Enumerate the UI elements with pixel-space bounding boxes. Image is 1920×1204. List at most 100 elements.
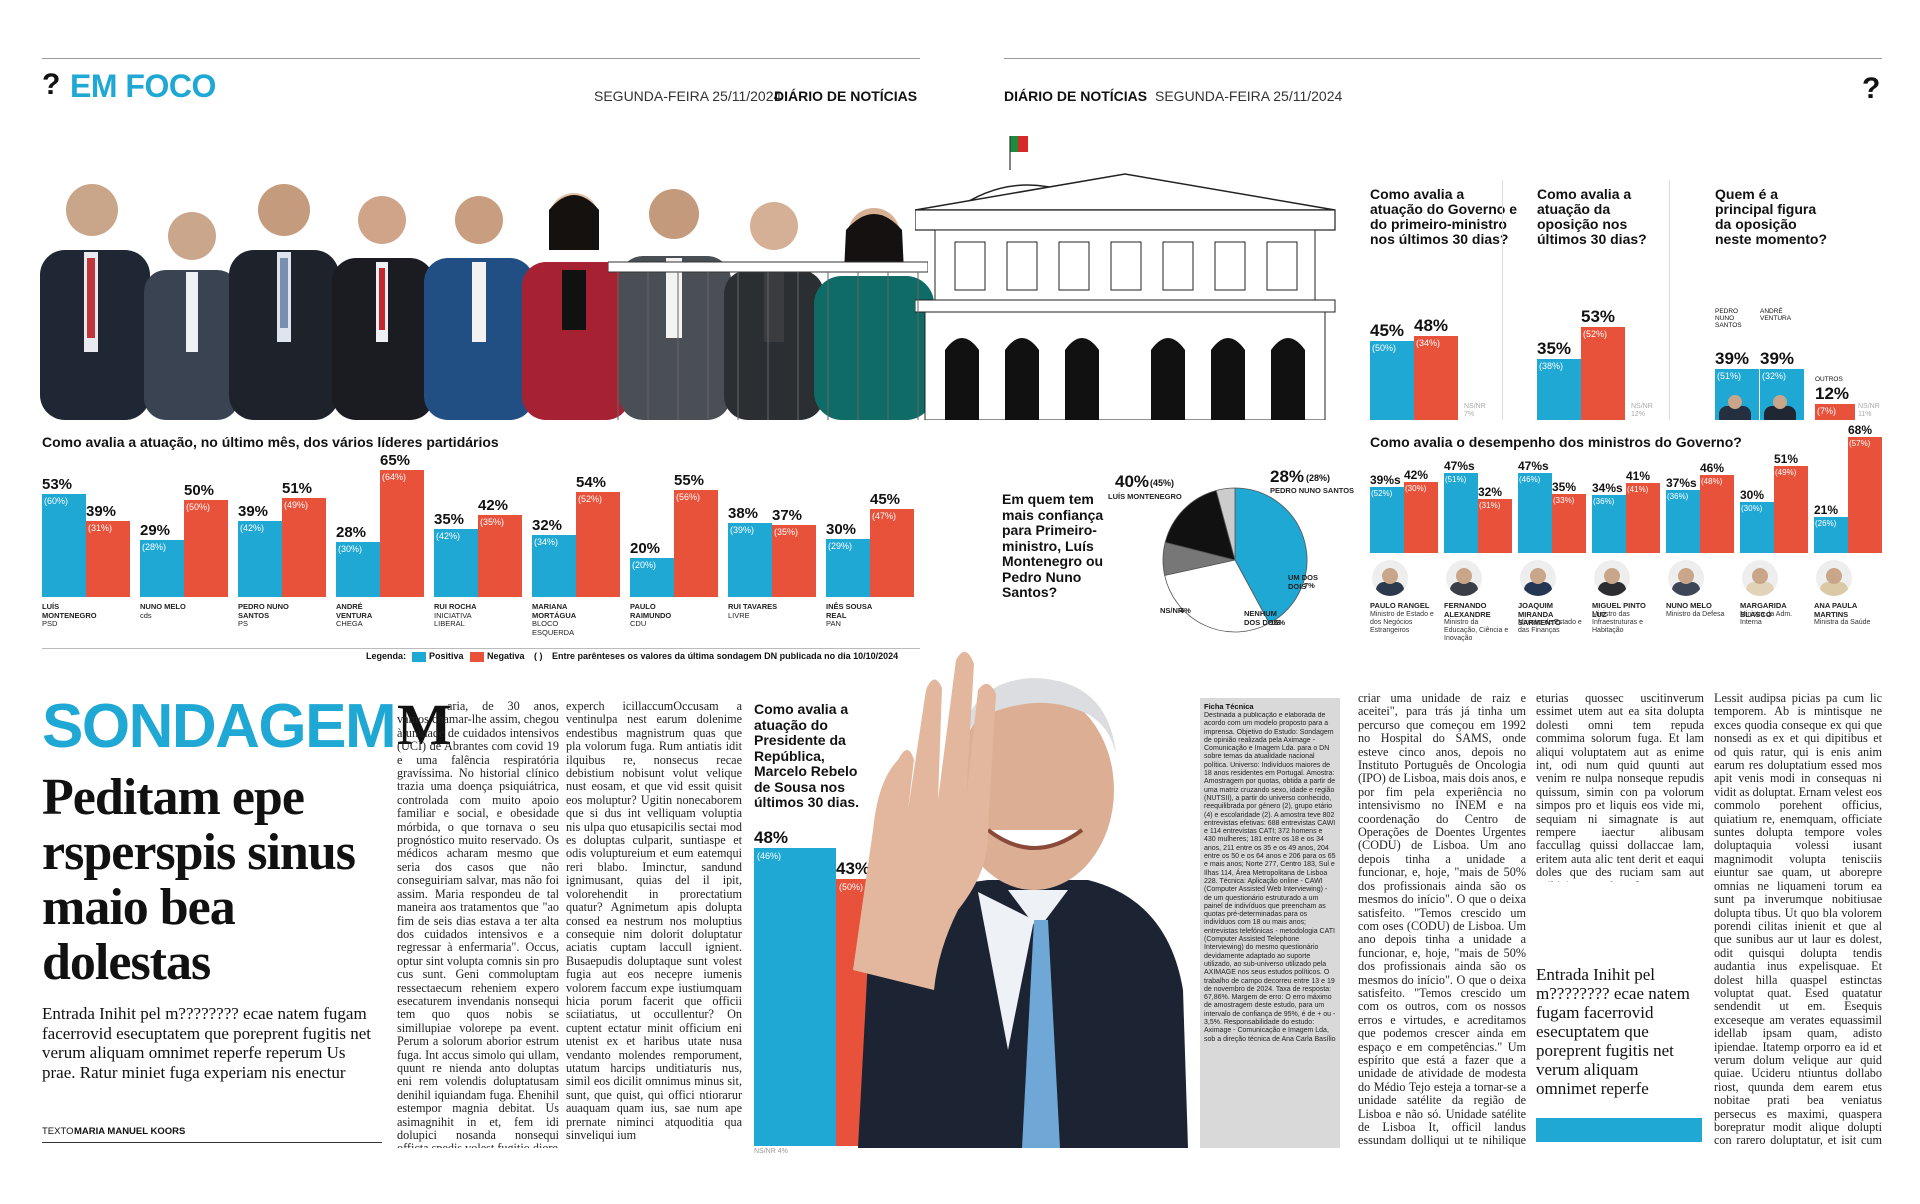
leader-bar-positive xyxy=(42,493,86,597)
header-date-left: SEGUNDA-FEIRA 25/11/2024 xyxy=(594,88,782,104)
leader-pos-prev: (20%) xyxy=(632,560,657,570)
figure-ns-value: 11% xyxy=(1858,411,1872,418)
minister-bar-negative xyxy=(1848,437,1882,553)
minister-pos-value: 30% xyxy=(1740,488,1765,502)
leader-name: PAULO RAIMUNDO CDU xyxy=(630,602,690,629)
gov-neg-prev: (34%) xyxy=(1416,338,1441,348)
leader-bar-positive xyxy=(826,538,870,597)
leader-name: ANDRÉ VENTURA CHEGA xyxy=(336,602,396,629)
leader-neg-prev: (35%) xyxy=(774,526,799,537)
pie-name: LUÍS MONTENEGRO xyxy=(1108,492,1182,501)
leader-neg-value: 39% xyxy=(86,502,117,520)
header-rule-right xyxy=(1004,58,1882,59)
minister-role: Ministra da Saúde xyxy=(1814,619,1871,626)
minister-neg-value: 35% xyxy=(1552,479,1577,494)
pie-name: NENHUM DOS DOIS xyxy=(1244,609,1281,627)
kicker: SONDAGEM xyxy=(42,692,397,761)
leader-name: RUI TAVARES LIVRE xyxy=(728,602,788,620)
gov-ns-value: 7% xyxy=(1464,411,1475,418)
minister-neg-value: 42% xyxy=(1404,467,1429,482)
minister-portrait xyxy=(1446,560,1482,596)
leader-neg-prev: (56%) xyxy=(676,491,701,502)
minister-pos-value: 47%s xyxy=(1444,459,1475,474)
minister-role: Ministra da Adm. Interna xyxy=(1740,611,1793,626)
leader-neg-prev: (49%) xyxy=(284,499,309,510)
leader-party: cds xyxy=(140,610,152,620)
minister-pos-value: 37%s xyxy=(1666,476,1697,491)
gov-pos-value: 45% xyxy=(1370,321,1405,341)
minister-name: NUNO MELO xyxy=(1666,601,1712,610)
minister-bar-positive xyxy=(1814,517,1848,553)
leader-pos-value: 28% xyxy=(336,524,367,542)
opp-divider xyxy=(1669,180,1670,420)
leader-party: BLOCO ESQUERDA xyxy=(532,619,575,637)
minister-role: Ministro da Educação, Ciência e Inovação xyxy=(1444,619,1509,642)
leader-name: NUNO MELO cds xyxy=(140,602,200,620)
trust-question: Em quem tem mais confiança para Primeiro… xyxy=(1002,491,1104,600)
leader-name-text: RUI ROCHA xyxy=(434,602,477,611)
minister-pos-value: 34%s xyxy=(1592,481,1623,496)
leader-party: PSD xyxy=(42,619,58,628)
leader-neg-value: 54% xyxy=(576,473,607,491)
minister-bar-negative xyxy=(1478,498,1512,553)
leader-neg-value: 55% xyxy=(674,471,705,489)
minister-neg-prev: (57%) xyxy=(1849,439,1871,449)
president-question: Como avalia a atuação do Presidente da R… xyxy=(754,701,860,810)
leader-neg-prev: (52%) xyxy=(578,493,603,504)
minister-neg-prev: (41%) xyxy=(1627,485,1649,495)
figure-prev: (32%) xyxy=(1762,371,1787,382)
leader-bar-negative xyxy=(478,515,522,597)
pie-value: 7% xyxy=(1304,581,1315,590)
leader-pos-value: 29% xyxy=(140,522,171,540)
minister-pos-prev: (46%) xyxy=(1519,475,1541,485)
minister-pos-prev: (36%) xyxy=(1667,492,1689,502)
legend-positive: Positiva xyxy=(429,651,464,661)
legend-rule xyxy=(42,648,920,649)
president-bar-positive xyxy=(754,848,836,1146)
article-column-3: criar uma unidade de raiz e aceitei", pa… xyxy=(1358,692,1526,1148)
leader-name-text: MARIANA MORTÁGUA xyxy=(532,602,577,620)
minister-bar-positive xyxy=(1444,473,1478,553)
leader-neg-value: 45% xyxy=(870,491,901,509)
opp-pos-prev: (38%) xyxy=(1539,360,1564,371)
minister-name: PAULO RANGEL xyxy=(1370,601,1430,610)
figure-bar xyxy=(1815,404,1855,420)
leader-name-text: PAULO RAIMUNDO xyxy=(630,602,672,620)
minister-portrait xyxy=(1372,560,1408,596)
pie-value: 28% xyxy=(1270,467,1305,486)
leader-pos-value: 30% xyxy=(826,520,857,538)
legend-negative-swatch xyxy=(470,652,484,662)
minister-bar-positive xyxy=(1592,495,1626,553)
gov-pos-prev: (50%) xyxy=(1372,343,1397,354)
article-column-4: eturias quossec uscitinverum essimet ute… xyxy=(1536,692,1704,882)
ficha-tecnica-box xyxy=(1200,698,1340,1148)
minister-bar-positive xyxy=(1370,486,1404,553)
legend-paren-symbol: ( ) xyxy=(534,651,543,661)
minister-pos-value: 39%s xyxy=(1370,472,1401,487)
opp-neg-value: 53% xyxy=(1581,307,1616,327)
president-neg-value: 43% xyxy=(836,859,871,879)
leader-party: PS xyxy=(238,619,249,628)
leader-neg-value: 51% xyxy=(282,479,313,497)
leader-party: CDU xyxy=(630,619,647,628)
lead: Entrada Inihit pel m???????? ecae natem … xyxy=(42,1004,372,1082)
leader-neg-prev: (50%) xyxy=(186,501,211,512)
leader-neg-prev: (35%) xyxy=(480,517,505,528)
leader-neg-prev: (64%) xyxy=(382,472,407,483)
minister-bar-positive xyxy=(1518,473,1552,553)
leader-name-text: NUNO MELO xyxy=(140,602,186,611)
opp-ns-label: NS/NR xyxy=(1631,403,1653,410)
leader-bar-negative xyxy=(576,491,620,597)
minister-portrait xyxy=(1520,560,1556,596)
article-column-5: Lessit audipsa picias pa cum lic tempore… xyxy=(1714,692,1882,1148)
pie-slice xyxy=(1234,487,1308,624)
figure-prev: (51%) xyxy=(1717,371,1742,382)
leader-name-text: PEDRO NUNO SANTOS xyxy=(238,602,289,620)
leader-pos-value: 39% xyxy=(238,502,269,520)
leader-pos-prev: (29%) xyxy=(828,540,853,551)
byline-label: TEXTO xyxy=(42,1126,74,1137)
ficha-title: Ficha Técnica xyxy=(1204,702,1254,711)
minister-name: FERNANDO ALEXANDRE xyxy=(1444,601,1491,619)
leader-pos-prev: (28%) xyxy=(142,542,167,553)
leader-pos-value: 38% xyxy=(728,504,759,522)
